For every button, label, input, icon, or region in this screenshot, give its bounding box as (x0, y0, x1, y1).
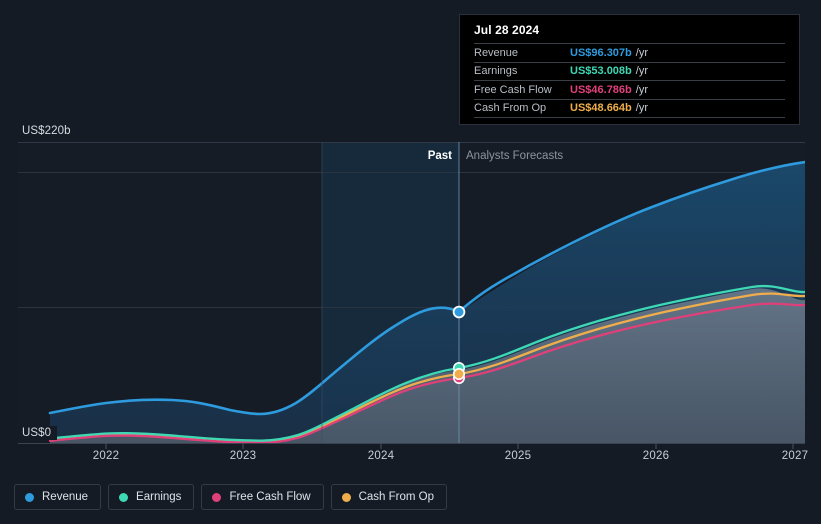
marker-revenue (452, 305, 466, 319)
series-line-revenue (48, 160, 805, 416)
past-band-label: Past (427, 150, 452, 162)
tooltip-label-cash-from-op: Cash From Op (474, 102, 547, 115)
tooltip-value-earnings: US$53.008b (570, 65, 632, 78)
legend-label-revenue: Revenue (42, 491, 89, 503)
series-area-lower (50, 288, 805, 443)
x-tick-2027: 2027 (781, 450, 809, 462)
tooltip-unit-revenue: /yr (635, 46, 648, 59)
tooltip-row-free-cash-flow: Free Cash Flow US$46.786b /yr (474, 80, 785, 99)
tooltip-value-cash-from-op: US$48.664b (570, 102, 632, 115)
tooltip-value-revenue: US$96.307b (570, 46, 632, 59)
tooltip-label-earnings: Earnings (474, 65, 518, 78)
legend-dot-cash-from-op-icon (341, 492, 351, 502)
x-tick-2022: 2022 (92, 450, 120, 462)
tooltip-row-revenue: Revenue US$96.307b /yr (474, 43, 785, 62)
x-tick-2025: 2025 (504, 450, 532, 462)
tooltip-row-earnings: Earnings US$53.008b /yr (474, 61, 785, 81)
y-axis-label-zero: US$0 (18, 426, 58, 440)
chart-legend: Revenue Earnings Free Cash Flow Cash Fro… (14, 484, 448, 510)
legend-label-earnings: Earnings (136, 491, 182, 503)
legend-dot-free-cash-flow-icon (212, 492, 222, 502)
marker-cash-from-op (452, 367, 465, 380)
legend-dot-revenue-icon (25, 492, 34, 502)
legend-label-free-cash-flow: Free Cash Flow (229, 491, 311, 503)
series-line-earnings (48, 284, 805, 442)
x-tick-2024: 2024 (367, 450, 395, 462)
x-axis-tickmarks (105, 443, 794, 449)
tooltip-unit-cash-from-op: /yr (635, 102, 648, 115)
x-tick-2026: 2026 (642, 450, 670, 462)
tooltip-value-free-cash-flow: US$46.786b (570, 83, 632, 96)
legend-item-revenue[interactable]: Revenue (14, 484, 102, 510)
tooltip-bottom-divider (474, 117, 785, 118)
legend-item-free-cash-flow[interactable]: Free Cash Flow (201, 484, 324, 510)
legend-dot-earnings-icon (119, 492, 129, 502)
legend-item-cash-from-op[interactable]: Cash From Op (330, 484, 448, 510)
legend-item-earnings[interactable]: Earnings (108, 484, 195, 510)
legend-label-cash-from-op: Cash From Op (358, 491, 435, 503)
tooltip-unit-free-cash-flow: /yr (635, 83, 648, 96)
tooltip-label-free-cash-flow: Free Cash Flow (474, 83, 552, 96)
x-tick-2023: 2023 (229, 450, 257, 462)
series-line-free-cash-flow (48, 302, 805, 443)
tooltip-date: Jul 28 2024 (474, 23, 540, 37)
forecast-band-label: Analysts Forecasts (466, 150, 564, 162)
y-axis-label-top: US$220b (18, 124, 77, 138)
data-tooltip: Jul 28 2024 Revenue US$96.307b /yr Earni… (459, 14, 800, 125)
tooltip-row-cash-from-op: Cash From Op US$48.664b /yr (474, 98, 785, 118)
tooltip-unit-earnings: /yr (635, 65, 648, 78)
tooltip-label-revenue: Revenue (474, 46, 519, 59)
